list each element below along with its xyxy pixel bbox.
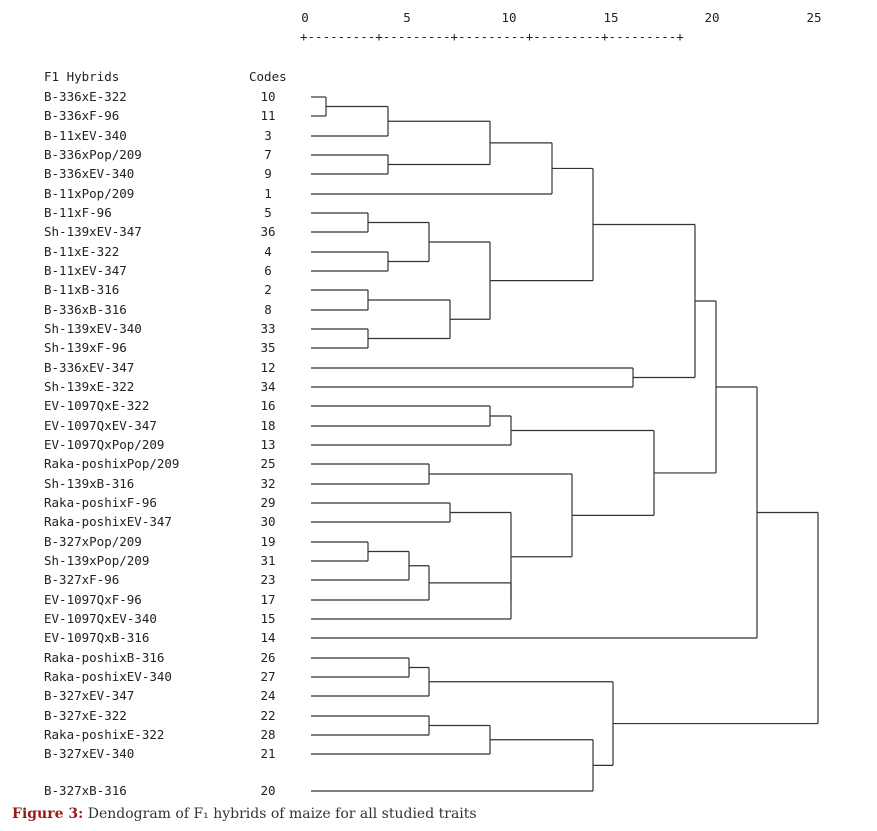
leaf-label: B-336xE-322 bbox=[44, 89, 127, 104]
leaf-label: Raka-poshixE-322 bbox=[44, 727, 164, 742]
axis-tick-label: 5 bbox=[403, 10, 411, 25]
header-codes: Codes bbox=[249, 69, 287, 84]
leaf-label: B-336xF-96 bbox=[44, 108, 119, 123]
leaf-code: 4 bbox=[264, 244, 272, 259]
leaf-code: 33 bbox=[260, 321, 275, 336]
figure-label: Figure 3: bbox=[12, 806, 84, 822]
leaf-code: 26 bbox=[260, 650, 275, 665]
dendrogram-links bbox=[311, 96, 819, 792]
leaf-label: B-11xEV-347 bbox=[44, 263, 127, 278]
leaf-label: B-11xF-96 bbox=[44, 205, 112, 220]
leaf-label: B-327xEV-347 bbox=[44, 688, 134, 703]
leaf-label: B-327xF-96 bbox=[44, 572, 119, 587]
leaf-code: 30 bbox=[260, 514, 275, 529]
leaf-label: EV-1097QxF-96 bbox=[44, 592, 142, 607]
leaf-label: B-327xE-322 bbox=[44, 708, 127, 723]
leaf-code: 15 bbox=[260, 611, 275, 626]
leaf-label: EV-1097QxEV-340 bbox=[44, 611, 157, 626]
leaf-label: Raka-poshixB-316 bbox=[44, 650, 164, 665]
leaf-code: 8 bbox=[264, 302, 272, 317]
leaf-code: 1 bbox=[264, 186, 272, 201]
leaf-code: 17 bbox=[260, 592, 275, 607]
leaf-code: 18 bbox=[260, 418, 275, 433]
figure-caption: Figure 3: Dendogram of F₁ hybrids of mai… bbox=[12, 806, 477, 822]
leaf-label: Sh-139xB-316 bbox=[44, 476, 134, 491]
leaf-label: Sh-139xPop/209 bbox=[44, 553, 149, 568]
leaf-label: Raka-poshixPop/209 bbox=[44, 456, 179, 471]
leaf-label: B-327xPop/209 bbox=[44, 534, 142, 549]
leaf-code: 24 bbox=[260, 688, 275, 703]
header-f1-hybrids: F1 Hybrids bbox=[44, 69, 119, 84]
leaf-label: B-336xEV-347 bbox=[44, 360, 134, 375]
leaf-label: Sh-139xE-322 bbox=[44, 379, 134, 394]
leaf-label: B-336xEV-340 bbox=[44, 166, 134, 181]
leaf-code: 3 bbox=[264, 128, 272, 143]
leaf-code: 34 bbox=[260, 379, 275, 394]
leaf-code: 28 bbox=[260, 727, 275, 742]
axis-tick-label: 0 bbox=[301, 10, 309, 25]
leaf-code: 5 bbox=[264, 205, 272, 220]
leaf-label: B-327xB-316 bbox=[44, 783, 127, 798]
leaf-code: 12 bbox=[260, 360, 275, 375]
leaf-label: B-11xPop/209 bbox=[44, 186, 134, 201]
axis-tick-label: 25 bbox=[806, 10, 821, 25]
leaf-label: B-11xB-316 bbox=[44, 282, 119, 297]
leaf-label: B-336xB-316 bbox=[44, 302, 127, 317]
leaf-label: Raka-poshixEV-347 bbox=[44, 514, 172, 529]
axis-tick-label: 20 bbox=[704, 10, 719, 25]
distance-axis-line: +---------+---------+---------+---------… bbox=[300, 29, 684, 44]
figure-caption-text: Dendogram of F₁ hybrids of maize for all… bbox=[83, 806, 477, 822]
leaf-code: 11 bbox=[260, 108, 275, 123]
distance-axis-ticks: 0 5 10 15 20 25 bbox=[301, 10, 821, 25]
leaf-code: 7 bbox=[264, 147, 272, 162]
leaf-code: 13 bbox=[260, 437, 275, 452]
axis-tick-label: 10 bbox=[501, 10, 516, 25]
leaf-code: 36 bbox=[260, 224, 275, 239]
leaf-code: 25 bbox=[260, 456, 275, 471]
leaf-code: 32 bbox=[260, 476, 275, 491]
leaf-label: B-336xPop/209 bbox=[44, 147, 142, 162]
leaf-code: 31 bbox=[260, 553, 275, 568]
leaf-code: 27 bbox=[260, 669, 275, 684]
leaf-label: Raka-poshixEV-340 bbox=[44, 669, 172, 684]
leaf-code: 10 bbox=[260, 89, 275, 104]
leaf-code: 21 bbox=[260, 746, 275, 761]
leaf-label: EV-1097QxPop/209 bbox=[44, 437, 164, 452]
leaf-label: EV-1097QxEV-347 bbox=[44, 418, 157, 433]
leaf-code: 29 bbox=[260, 495, 275, 510]
leaf-code: 16 bbox=[260, 398, 275, 413]
leaf-label: Sh-139xF-96 bbox=[44, 340, 127, 355]
leaf-code: 14 bbox=[260, 630, 275, 645]
leaf-code: 9 bbox=[264, 166, 272, 181]
leaf-code: 2 bbox=[264, 282, 272, 297]
leaf-code: 23 bbox=[260, 572, 275, 587]
leaf-code: 6 bbox=[264, 263, 272, 278]
leaf-label: Raka-poshixF-96 bbox=[44, 495, 157, 510]
leaf-label: Sh-139xEV-340 bbox=[44, 321, 142, 336]
leaf-code: 22 bbox=[260, 708, 275, 723]
leaf-label: EV-1097QxB-316 bbox=[44, 630, 149, 645]
leaf-labels: B-336xE-322 10 B-336xF-96 11 B-11xEV-340 3 B-3… bbox=[44, 89, 276, 798]
leaf-code: 19 bbox=[260, 534, 275, 549]
leaf-label: B-11xEV-340 bbox=[44, 128, 127, 143]
axis-tick-label: 15 bbox=[603, 10, 618, 25]
leaf-label: B-11xE-322 bbox=[44, 244, 119, 259]
leaf-label: Sh-139xEV-347 bbox=[44, 224, 142, 239]
leaf-code: 35 bbox=[260, 340, 275, 355]
leaf-code: 20 bbox=[260, 783, 275, 798]
leaf-label: B-327xEV-340 bbox=[44, 746, 134, 761]
leaf-label: EV-1097QxE-322 bbox=[44, 398, 149, 413]
